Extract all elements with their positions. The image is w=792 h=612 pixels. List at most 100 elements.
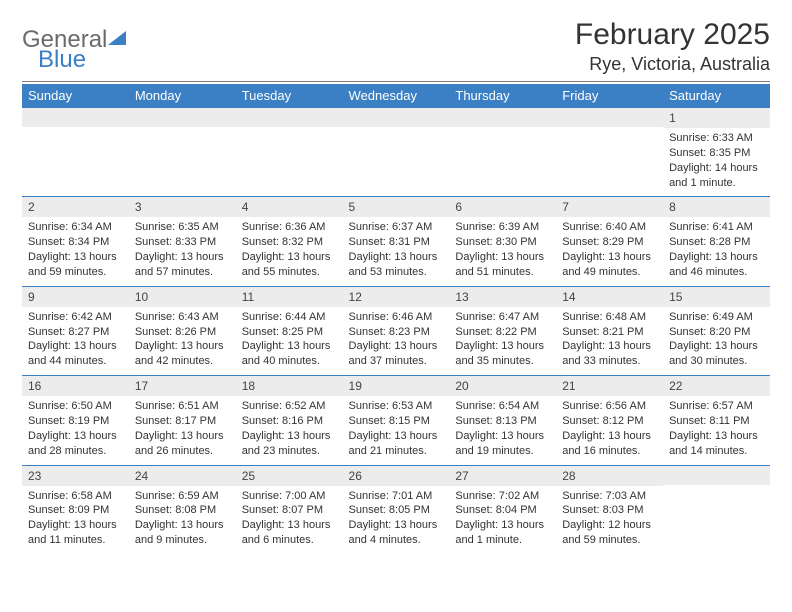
day-details: Sunrise: 6:33 AMSunset: 8:35 PMDaylight:…	[663, 128, 770, 196]
sunrise-text: Sunrise: 6:59 AM	[135, 489, 230, 504]
day-number: 17	[129, 375, 236, 396]
empty-day	[236, 107, 343, 127]
sunset-text: Sunset: 8:19 PM	[28, 414, 123, 429]
day-details: Sunrise: 7:01 AMSunset: 8:05 PMDaylight:…	[343, 486, 450, 554]
weekday-row: Sunday Monday Tuesday Wednesday Thursday…	[22, 84, 770, 107]
sunrise-text: Sunrise: 6:46 AM	[349, 310, 444, 325]
empty-day	[663, 465, 770, 485]
calendar-cell	[556, 107, 663, 196]
day-number: 28	[556, 465, 663, 486]
calendar-week: 23Sunrise: 6:58 AMSunset: 8:09 PMDayligh…	[22, 465, 770, 554]
header-rule	[22, 81, 770, 82]
day-number: 12	[343, 286, 450, 307]
col-saturday: Saturday	[663, 84, 770, 107]
sunset-text: Sunset: 8:34 PM	[28, 235, 123, 250]
day-details: Sunrise: 6:58 AMSunset: 8:09 PMDaylight:…	[22, 486, 129, 554]
calendar-cell: 10Sunrise: 6:43 AMSunset: 8:26 PMDayligh…	[129, 286, 236, 375]
sunset-text: Sunset: 8:12 PM	[562, 414, 657, 429]
day-number: 23	[22, 465, 129, 486]
col-wednesday: Wednesday	[343, 84, 450, 107]
daylight-text: Daylight: 13 hours and 14 minutes.	[669, 429, 764, 459]
sunrise-text: Sunrise: 6:49 AM	[669, 310, 764, 325]
sunset-text: Sunset: 8:07 PM	[242, 503, 337, 518]
empty-day	[22, 107, 129, 127]
calendar-cell	[22, 107, 129, 196]
daylight-text: Daylight: 13 hours and 19 minutes.	[455, 429, 550, 459]
daylight-text: Daylight: 13 hours and 40 minutes.	[242, 339, 337, 369]
calendar-cell: 8Sunrise: 6:41 AMSunset: 8:28 PMDaylight…	[663, 196, 770, 285]
sunrise-text: Sunrise: 6:56 AM	[562, 399, 657, 414]
day-details: Sunrise: 7:03 AMSunset: 8:03 PMDaylight:…	[556, 486, 663, 554]
day-details: Sunrise: 6:59 AMSunset: 8:08 PMDaylight:…	[129, 486, 236, 554]
empty-day	[129, 107, 236, 127]
calendar-cell: 2Sunrise: 6:34 AMSunset: 8:34 PMDaylight…	[22, 196, 129, 285]
page-header: General February 2025 Rye, Victoria, Aus…	[22, 18, 770, 75]
sunrise-text: Sunrise: 7:02 AM	[455, 489, 550, 504]
calendar-table: Sunday Monday Tuesday Wednesday Thursday…	[22, 84, 770, 554]
calendar-cell: 25Sunrise: 7:00 AMSunset: 8:07 PMDayligh…	[236, 465, 343, 554]
sunrise-text: Sunrise: 6:57 AM	[669, 399, 764, 414]
day-details: Sunrise: 6:48 AMSunset: 8:21 PMDaylight:…	[556, 307, 663, 375]
day-details: Sunrise: 6:34 AMSunset: 8:34 PMDaylight:…	[22, 217, 129, 285]
daylight-text: Daylight: 13 hours and 59 minutes.	[28, 250, 123, 280]
day-details: Sunrise: 6:44 AMSunset: 8:25 PMDaylight:…	[236, 307, 343, 375]
daylight-text: Daylight: 13 hours and 55 minutes.	[242, 250, 337, 280]
calendar-week: 16Sunrise: 6:50 AMSunset: 8:19 PMDayligh…	[22, 375, 770, 464]
daylight-text: Daylight: 12 hours and 59 minutes.	[562, 518, 657, 548]
sunset-text: Sunset: 8:03 PM	[562, 503, 657, 518]
daylight-text: Daylight: 13 hours and 57 minutes.	[135, 250, 230, 280]
sunrise-text: Sunrise: 6:35 AM	[135, 220, 230, 235]
day-details: Sunrise: 6:35 AMSunset: 8:33 PMDaylight:…	[129, 217, 236, 285]
calendar-cell: 11Sunrise: 6:44 AMSunset: 8:25 PMDayligh…	[236, 286, 343, 375]
calendar-cell: 1Sunrise: 6:33 AMSunset: 8:35 PMDaylight…	[663, 107, 770, 196]
calendar-cell: 28Sunrise: 7:03 AMSunset: 8:03 PMDayligh…	[556, 465, 663, 554]
sunset-text: Sunset: 8:11 PM	[669, 414, 764, 429]
calendar-head: Sunday Monday Tuesday Wednesday Thursday…	[22, 84, 770, 107]
calendar-week: 2Sunrise: 6:34 AMSunset: 8:34 PMDaylight…	[22, 196, 770, 285]
calendar-cell	[663, 465, 770, 554]
daylight-text: Daylight: 14 hours and 1 minute.	[669, 161, 764, 191]
location-text: Rye, Victoria, Australia	[575, 54, 770, 75]
sunrise-text: Sunrise: 6:41 AM	[669, 220, 764, 235]
daylight-text: Daylight: 13 hours and 21 minutes.	[349, 429, 444, 459]
daylight-text: Daylight: 13 hours and 53 minutes.	[349, 250, 444, 280]
daylight-text: Daylight: 13 hours and 6 minutes.	[242, 518, 337, 548]
sunset-text: Sunset: 8:17 PM	[135, 414, 230, 429]
sunrise-text: Sunrise: 6:34 AM	[28, 220, 123, 235]
sunset-text: Sunset: 8:13 PM	[455, 414, 550, 429]
sunset-text: Sunset: 8:32 PM	[242, 235, 337, 250]
day-number: 19	[343, 375, 450, 396]
sunrise-text: Sunrise: 7:00 AM	[242, 489, 337, 504]
calendar-cell	[343, 107, 450, 196]
sunset-text: Sunset: 8:28 PM	[669, 235, 764, 250]
day-details: Sunrise: 7:02 AMSunset: 8:04 PMDaylight:…	[449, 486, 556, 554]
calendar-cell: 5Sunrise: 6:37 AMSunset: 8:31 PMDaylight…	[343, 196, 450, 285]
sunrise-text: Sunrise: 6:43 AM	[135, 310, 230, 325]
day-number: 21	[556, 375, 663, 396]
sunset-text: Sunset: 8:35 PM	[669, 146, 764, 161]
calendar-cell: 15Sunrise: 6:49 AMSunset: 8:20 PMDayligh…	[663, 286, 770, 375]
day-details: Sunrise: 6:54 AMSunset: 8:13 PMDaylight:…	[449, 396, 556, 464]
calendar-cell: 14Sunrise: 6:48 AMSunset: 8:21 PMDayligh…	[556, 286, 663, 375]
calendar-cell: 12Sunrise: 6:46 AMSunset: 8:23 PMDayligh…	[343, 286, 450, 375]
empty-day	[449, 107, 556, 127]
month-title: February 2025	[575, 18, 770, 52]
sunrise-text: Sunrise: 6:39 AM	[455, 220, 550, 235]
day-details: Sunrise: 6:46 AMSunset: 8:23 PMDaylight:…	[343, 307, 450, 375]
sunrise-text: Sunrise: 6:33 AM	[669, 131, 764, 146]
day-details: Sunrise: 6:49 AMSunset: 8:20 PMDaylight:…	[663, 307, 770, 375]
sunrise-text: Sunrise: 6:58 AM	[28, 489, 123, 504]
day-details: Sunrise: 6:51 AMSunset: 8:17 PMDaylight:…	[129, 396, 236, 464]
day-number: 13	[449, 286, 556, 307]
daylight-text: Daylight: 13 hours and 37 minutes.	[349, 339, 444, 369]
daylight-text: Daylight: 13 hours and 23 minutes.	[242, 429, 337, 459]
day-number: 26	[343, 465, 450, 486]
day-number: 2	[22, 196, 129, 217]
empty-day	[343, 107, 450, 127]
day-number: 22	[663, 375, 770, 396]
daylight-text: Daylight: 13 hours and 11 minutes.	[28, 518, 123, 548]
calendar-cell: 19Sunrise: 6:53 AMSunset: 8:15 PMDayligh…	[343, 375, 450, 464]
day-details: Sunrise: 6:40 AMSunset: 8:29 PMDaylight:…	[556, 217, 663, 285]
calendar-cell: 27Sunrise: 7:02 AMSunset: 8:04 PMDayligh…	[449, 465, 556, 554]
calendar-body: 1Sunrise: 6:33 AMSunset: 8:35 PMDaylight…	[22, 107, 770, 554]
